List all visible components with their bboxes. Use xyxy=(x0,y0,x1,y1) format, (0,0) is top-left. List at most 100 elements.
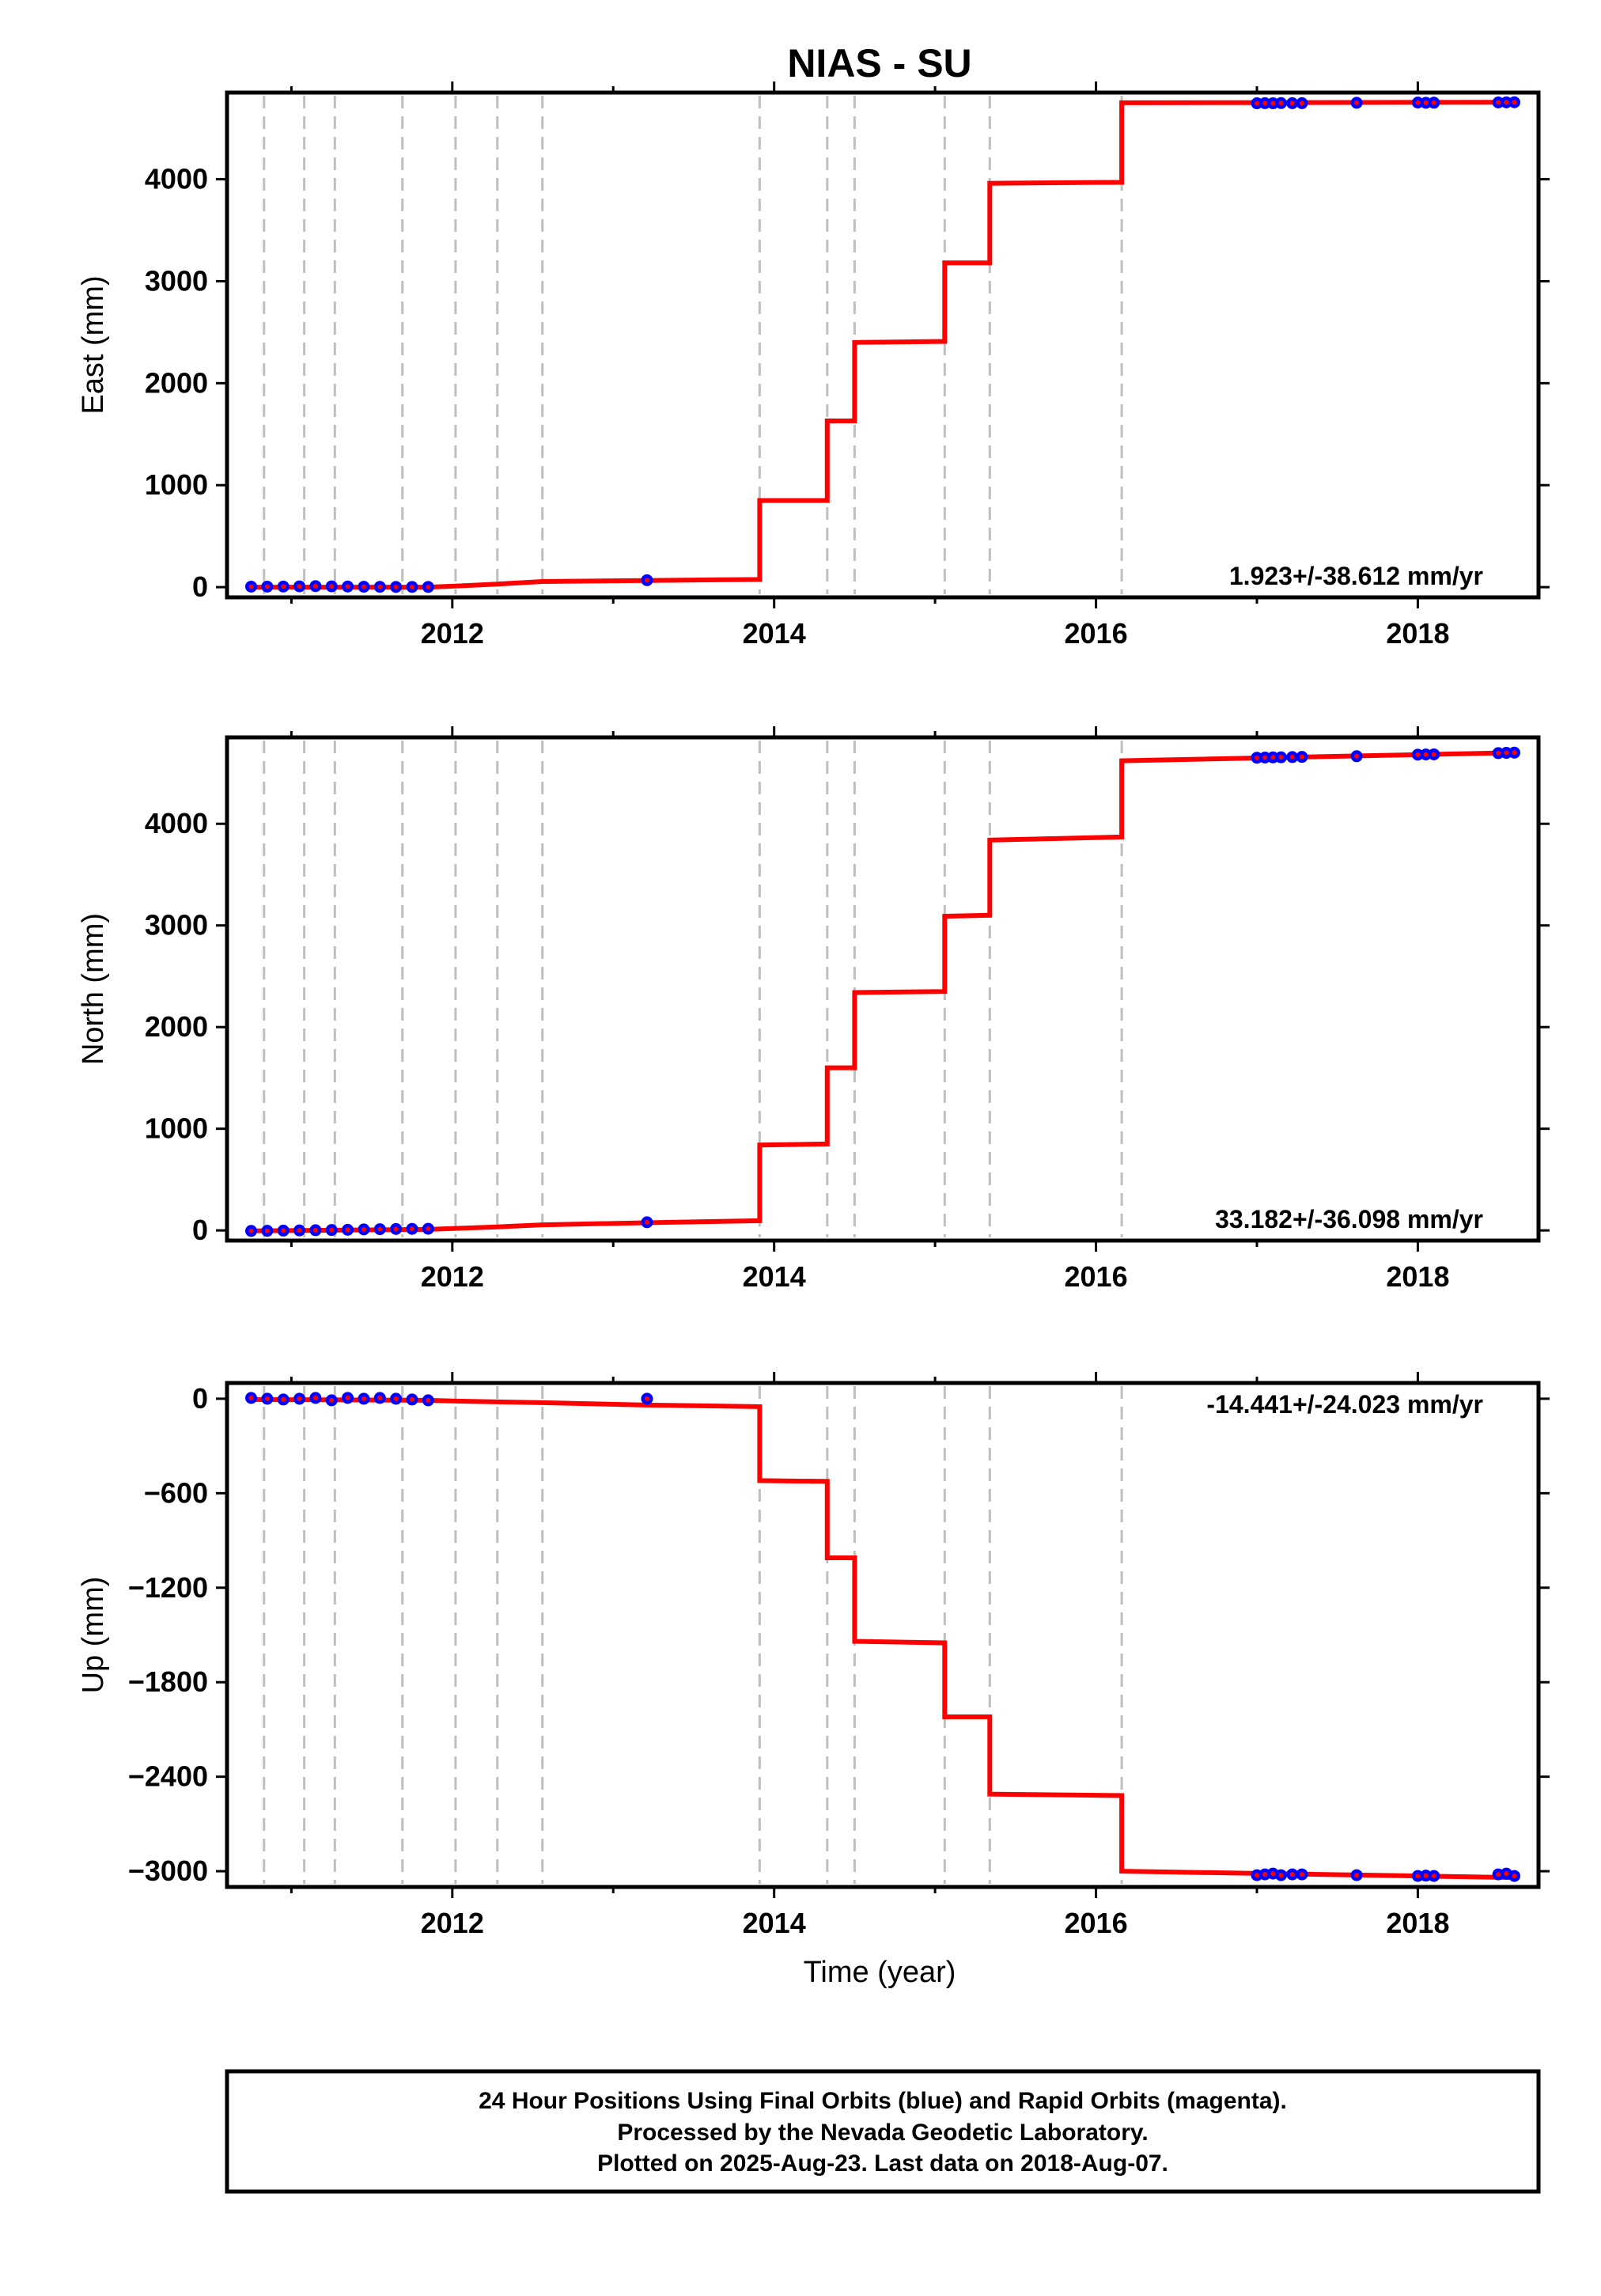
model-overlay-point xyxy=(1415,1874,1421,1879)
y-tick-label: 0 xyxy=(192,1382,208,1415)
model-overlay-point xyxy=(426,1397,431,1403)
model-overlay-point xyxy=(1278,100,1284,106)
model-line xyxy=(251,750,1515,1233)
model-overlay-point xyxy=(264,1396,270,1401)
footer-line-1: 24 Hour Positions Using Final Orbits (bl… xyxy=(479,2088,1287,2114)
model-overlay-point xyxy=(1423,1873,1429,1878)
footer-frame xyxy=(225,2069,1541,2194)
model-overlay-point xyxy=(297,584,302,589)
y-axis-label: East (mm) xyxy=(77,275,110,414)
model-overlay-point xyxy=(297,1228,302,1233)
model-overlay-point xyxy=(1431,100,1436,105)
model-overlay-point xyxy=(409,1226,414,1232)
model-overlay-point xyxy=(361,1226,366,1232)
model-overlay-point xyxy=(1512,750,1517,756)
model-overlay-point xyxy=(1354,1873,1360,1878)
figure-title: NIAS - SU xyxy=(787,41,971,85)
x-tick-label: 2012 xyxy=(421,1907,484,1939)
model-line xyxy=(251,1396,1515,1881)
x-tick-label: 2014 xyxy=(743,617,806,650)
model-overlay-point xyxy=(409,1396,414,1402)
model-overlay-point xyxy=(377,584,383,589)
model-overlay-point xyxy=(329,584,335,589)
model-overlay-point xyxy=(361,1396,366,1401)
model-overlay-point xyxy=(264,584,270,589)
north-panel: 2012 2014 2016 2018 0 1000 2000 3000 4000 North (… xyxy=(77,726,1550,1293)
model-overlay-point xyxy=(393,584,399,589)
model-overlay-point xyxy=(1504,750,1509,756)
x-tick-label: 2014 xyxy=(743,1260,806,1293)
panel-frame xyxy=(225,1381,1541,1889)
y-tick-label: −3000 xyxy=(128,1855,208,1887)
x-tick-label: 2014 xyxy=(743,1907,806,1939)
model-overlay-point xyxy=(1496,100,1501,105)
model-overlay-point xyxy=(281,1396,286,1402)
model-overlay-point xyxy=(644,1396,649,1401)
model-overlay-point xyxy=(1270,755,1276,760)
model-overlay-point xyxy=(361,584,366,589)
x-tick-label: 2016 xyxy=(1065,1907,1128,1939)
x-tick-label: 2012 xyxy=(421,1260,484,1293)
model-overlay-point xyxy=(1299,1872,1304,1877)
model-overlay-point xyxy=(1354,753,1360,759)
y-axis-label: Up (mm) xyxy=(77,1577,110,1694)
model-overlay-point xyxy=(329,1397,335,1403)
model-overlay-point xyxy=(345,584,350,589)
rate-label: 33.182+/-36.098 mm/yr xyxy=(1215,1205,1483,1233)
model-overlay-point xyxy=(1278,1873,1284,1878)
model-overlay-point xyxy=(1512,100,1517,105)
model-overlay-point xyxy=(1423,752,1429,757)
model-overlay-point xyxy=(1270,100,1276,106)
model-overlay-point xyxy=(1496,1872,1501,1877)
model-overlay-point xyxy=(1270,1871,1276,1877)
model-overlay-point xyxy=(393,1396,399,1401)
east-panel: 2012 2014 2016 2018 0 1000 2000 3000 4000 East (m… xyxy=(77,81,1550,650)
plot-area xyxy=(245,96,1520,593)
x-tick-label: 2018 xyxy=(1386,1907,1449,1939)
model-overlay-point xyxy=(248,1395,254,1400)
y-axis-label: North (mm) xyxy=(77,913,110,1065)
y-tick-label: 0 xyxy=(192,570,208,603)
model-overlay-point xyxy=(644,1219,649,1225)
model-overlay-point xyxy=(264,1228,270,1233)
x-axis-label: Time (year) xyxy=(804,1956,956,1989)
model-overlay-point xyxy=(1431,752,1436,757)
plot-area xyxy=(245,1392,1520,1882)
panel-frame xyxy=(225,90,1541,600)
model-overlay-point xyxy=(1289,100,1295,106)
rate-label: -14.441+/-24.023 mm/yr xyxy=(1206,1390,1483,1419)
model-overlay-point xyxy=(1299,100,1304,106)
x-tick-label: 2016 xyxy=(1065,617,1128,650)
y-tick-label: −1200 xyxy=(128,1571,208,1604)
y-tick-label: −1800 xyxy=(128,1665,208,1698)
model-overlay-point xyxy=(409,584,414,589)
model-overlay-point xyxy=(377,1395,383,1400)
y-tick-label: −2400 xyxy=(128,1760,208,1793)
y-tick-label: 3000 xyxy=(145,264,208,297)
model-overlay-point xyxy=(1299,754,1304,760)
model-overlay-point xyxy=(345,1395,350,1400)
model-overlay-point xyxy=(393,1226,399,1232)
model-line xyxy=(251,100,1515,590)
y-tick-label: 1000 xyxy=(145,468,208,501)
model-overlay-point xyxy=(1512,1874,1517,1879)
y-tick-label: 3000 xyxy=(145,909,208,942)
model-overlay-point xyxy=(281,1228,286,1233)
model-overlay-point xyxy=(312,1227,318,1233)
plot-area xyxy=(245,746,1520,1237)
x-tick-label: 2012 xyxy=(421,617,484,650)
model-overlay-point xyxy=(248,1228,254,1233)
y-tick-label: 1000 xyxy=(145,1112,208,1145)
y-tick-label: 0 xyxy=(192,1214,208,1246)
model-overlay-point xyxy=(1423,100,1429,105)
model-overlay-point xyxy=(312,1395,318,1400)
model-overlay-point xyxy=(644,578,649,583)
model-overlay-point xyxy=(1278,755,1284,760)
model-overlay-point xyxy=(377,1226,383,1232)
up-panel: 2012 2014 2016 2018 0 −600 −1200 −1800 −2400 −300… xyxy=(77,1372,1550,1939)
model-overlay-point xyxy=(1254,755,1259,760)
model-overlay-point xyxy=(297,1396,302,1401)
y-tick-label: 2000 xyxy=(145,366,208,399)
footer-box: 24 Hour Positions Using Final Orbits (bl… xyxy=(225,2069,1541,2194)
